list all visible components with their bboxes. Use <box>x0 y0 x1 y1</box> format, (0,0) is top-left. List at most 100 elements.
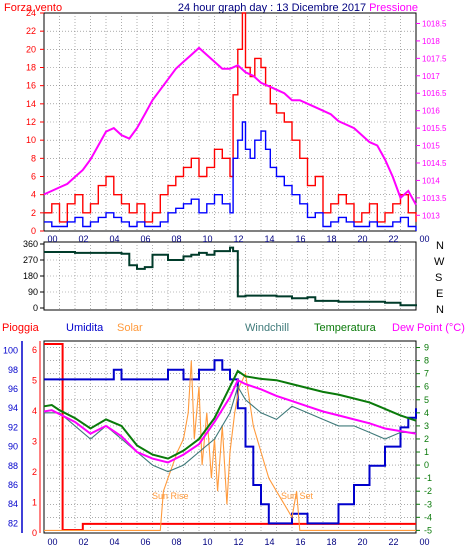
temperature-tick-label: 8 <box>424 356 429 366</box>
temperature-tick-label: 3 <box>424 421 429 431</box>
wind-tick-label: 0 <box>31 226 36 236</box>
pressure-tick-label: 1016 <box>422 107 440 116</box>
pressure-tick-label: 1017 <box>422 72 440 81</box>
rain-tick-label: 5 <box>32 376 37 386</box>
humidity-tick-label: 84 <box>8 499 18 509</box>
series-temperature <box>43 369 417 460</box>
series-direction <box>44 246 417 307</box>
series-humidity <box>44 359 417 525</box>
wind-force-label: Forza vento <box>4 2 62 14</box>
legend-temperature: Temperatura <box>314 322 377 334</box>
time-tick-label: 02 <box>79 537 89 547</box>
temperature-tick-label: 1 <box>424 447 429 457</box>
time-tick-label: 00 <box>48 234 58 244</box>
time-tick-label: 16 <box>296 537 306 547</box>
rain-tick-label: 2 <box>32 467 37 477</box>
wind-tick-label: 22 <box>26 26 36 36</box>
wind-tick-label: 6 <box>31 172 36 182</box>
direction-label-s: S <box>435 272 442 284</box>
time-tick-label: 12 <box>234 234 244 244</box>
time-tick-label: 18 <box>327 234 337 244</box>
pressure-tick-label: 1016.5 <box>422 89 447 98</box>
pressure-tick-label: 1018.5 <box>422 19 447 28</box>
time-tick-label: 06 <box>141 537 151 547</box>
temperature-tick-label: -5 <box>424 525 432 535</box>
time-tick-label: 16 <box>296 234 306 244</box>
time-tick-label: 00 <box>420 234 430 244</box>
direction-label-n-bottom: N <box>436 304 444 316</box>
time-tick-label: 00 <box>48 537 58 547</box>
rain-tick-label: 1 <box>32 498 37 508</box>
humidity-tick-label: 90 <box>8 442 18 452</box>
time-tick-label: 12 <box>234 537 244 547</box>
wind-tick-label: 20 <box>26 44 36 54</box>
temperature-tick-label: -2 <box>424 486 432 496</box>
time-tick-label: 08 <box>172 234 182 244</box>
time-tick-label: 22 <box>389 537 399 547</box>
time-tick-label: 04 <box>110 234 120 244</box>
humidity-tick-label: 88 <box>8 461 18 471</box>
pressure-tick-label: 1014 <box>422 176 440 185</box>
sunrise-annotation: Sun Rise <box>152 491 189 501</box>
rain-tick-label: 6 <box>32 345 37 355</box>
rain-tick-label: 0 <box>32 528 37 538</box>
time-tick-label: 06 <box>141 234 151 244</box>
time-tick-label: 14 <box>265 537 275 547</box>
rain-tick-label: 3 <box>32 437 37 447</box>
time-tick-label: 20 <box>358 234 368 244</box>
time-tick-label: 10 <box>203 234 213 244</box>
pressure-tick-label: 1013 <box>422 211 440 220</box>
pressure-tick-label: 1017.5 <box>422 54 447 63</box>
time-tick-label: 02 <box>79 234 89 244</box>
humidity-tick-label: 96 <box>8 384 18 394</box>
legend-rain: Pioggia <box>2 322 40 334</box>
time-tick-label: 04 <box>110 537 120 547</box>
temperature-tick-label: 9 <box>424 343 429 353</box>
pressure-tick-label: 1014.5 <box>422 159 447 168</box>
series-average <box>44 121 417 231</box>
wind-tick-label: 14 <box>26 99 36 109</box>
time-tick-label: 14 <box>265 234 275 244</box>
temperature-tick-label: -4 <box>424 512 432 522</box>
temperature-tick-label: -1 <box>424 473 432 483</box>
series-pressure <box>43 46 417 206</box>
rain-tick-label: 4 <box>32 406 37 416</box>
series-gust <box>44 12 417 223</box>
sunset-annotation: Sun Set <box>281 491 314 501</box>
time-tick-label: 20 <box>358 537 368 547</box>
temperature-tick-label: 2 <box>424 434 429 444</box>
humidity-tick-label: 86 <box>8 480 18 490</box>
direction-tick-label: 0 <box>33 303 38 313</box>
legend-solar: Solar <box>117 322 143 334</box>
wind-tick-label: 12 <box>26 117 36 127</box>
pressure-tick-label: 1015.5 <box>422 124 447 133</box>
chart-title: 24 hour graph day : 13 Dicembre 2017 <box>178 2 366 14</box>
direction-tick-label: 90 <box>28 287 38 297</box>
wind-tick-label: 10 <box>26 135 36 145</box>
temperature-tick-label: 6 <box>424 382 429 392</box>
temperature-tick-label: 4 <box>424 408 429 418</box>
temperature-tick-label: -3 <box>424 499 432 509</box>
pressure-label: Pressione <box>369 2 418 14</box>
humidity-tick-label: 94 <box>8 403 18 413</box>
series-layer <box>43 12 417 531</box>
wind-tick-label: 16 <box>26 81 36 91</box>
wind-tick-label: 18 <box>26 63 36 73</box>
time-tick-label: 18 <box>327 537 337 547</box>
pressure-tick-label: 1015 <box>422 142 440 151</box>
humidity-tick-label: 100 <box>3 346 18 356</box>
temperature-tick-label: 5 <box>424 395 429 405</box>
time-tick-label: 10 <box>203 537 213 547</box>
legend-humidity: Umidita <box>66 322 104 334</box>
direction-tick-label: 180 <box>23 271 38 281</box>
legend-windchill: Windchill <box>245 322 289 334</box>
pressure-tick-label: 1018 <box>422 37 440 46</box>
pressure-tick-label: 1013.5 <box>422 194 447 203</box>
direction-tick-label: 270 <box>23 255 38 265</box>
wind-tick-label: 2 <box>31 208 36 218</box>
wind-tick-label: 4 <box>31 190 36 200</box>
series-rain <box>44 343 416 531</box>
direction-tick-label: 360 <box>23 239 38 249</box>
direction-label-w: W <box>434 256 445 268</box>
